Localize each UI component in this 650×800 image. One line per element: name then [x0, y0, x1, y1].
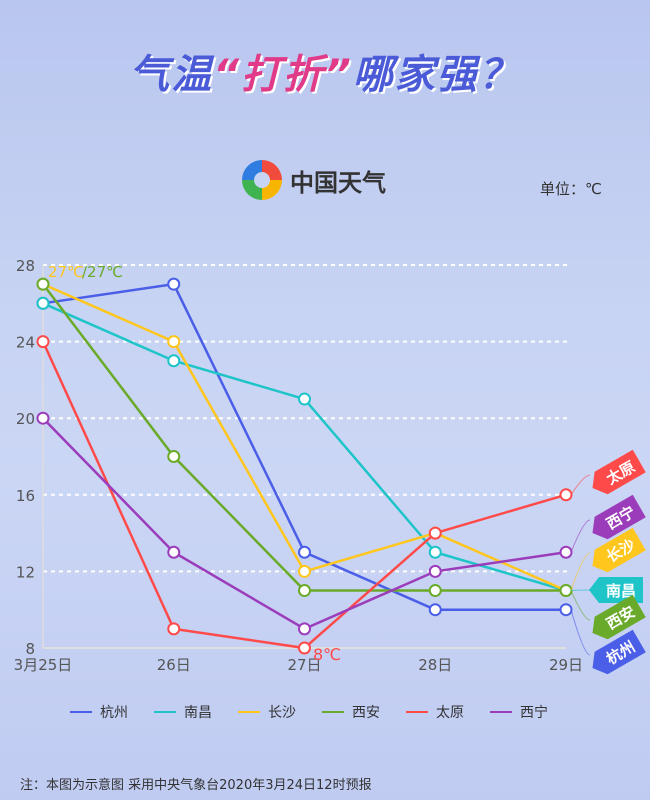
legend-label: 杭州: [100, 705, 128, 721]
legend-swatch: [490, 711, 512, 713]
data-point: [428, 603, 442, 617]
series-line-长沙: [42, 283, 567, 592]
legend-label: 长沙: [268, 705, 296, 721]
legend-item: 太原: [406, 702, 464, 722]
x-tick-label: 27日: [287, 656, 321, 674]
tag-connector: [570, 552, 591, 591]
tag-connector: [570, 474, 591, 496]
data-point: [298, 564, 311, 578]
data-point: [559, 545, 573, 559]
data-point: [428, 564, 442, 578]
data-point: [559, 603, 573, 617]
data-point: [167, 545, 181, 559]
legend-item: 西安: [322, 702, 380, 722]
tag-connector: [570, 519, 591, 553]
y-tick-label: 24: [16, 334, 35, 352]
data-point: [167, 622, 181, 636]
data-point: [428, 545, 442, 559]
tag-connector: [570, 589, 591, 592]
data-point: [167, 277, 181, 291]
tag-connector: [570, 590, 591, 621]
series-line-杭州: [42, 282, 566, 611]
tag-connector: [570, 609, 591, 656]
legend-swatch: [154, 711, 176, 713]
legend-label: 太原: [436, 705, 464, 721]
legend-label: 西宁: [520, 705, 548, 721]
logo-text: 中国天气: [290, 168, 386, 197]
data-point: [36, 335, 50, 349]
end-tag-南昌: 南昌: [589, 577, 643, 603]
annotation-label: 27℃: [48, 263, 84, 281]
y-tick-label: 28: [16, 257, 35, 275]
page-title: 气温“打折”哪家强？: [0, 42, 650, 100]
legend-label: 南昌: [184, 705, 212, 721]
x-tick-label: 3月25日: [14, 656, 73, 674]
legend-swatch: [238, 711, 260, 713]
title-part3: 哪家强？: [352, 52, 521, 98]
legend-swatch: [406, 711, 428, 713]
y-tick-label: 20: [16, 410, 35, 428]
end-tag-太原: 太原: [592, 449, 646, 495]
series-line-西宁: [42, 417, 567, 631]
data-point: [298, 545, 311, 559]
data-point: [36, 277, 50, 291]
footer-note: 注：本图为示意图 采用中央气象台2020年3月24日12时预报: [20, 778, 372, 793]
end-tag-长沙: 长沙: [592, 527, 646, 573]
data-point: [428, 526, 442, 540]
y-tick-label: 12: [16, 563, 35, 581]
data-point: [167, 450, 181, 463]
data-point: [428, 584, 442, 598]
annotation-label: /27℃: [82, 263, 123, 281]
data-point: [298, 641, 311, 655]
legend-item: 长沙: [238, 702, 296, 722]
data-point: [559, 584, 573, 598]
legend-item: 杭州: [70, 702, 128, 722]
data-point: [167, 335, 181, 349]
data-point: [167, 354, 181, 368]
legend-swatch: [70, 711, 92, 713]
x-tick-label: 28日: [418, 656, 452, 674]
y-tick-label: 8: [25, 640, 35, 658]
x-tick-label: 29日: [549, 656, 583, 674]
legend: 杭州 南昌 长沙 西安 太原 西宁: [70, 702, 548, 722]
data-point: [559, 488, 573, 502]
title-part1: 气温: [129, 52, 214, 98]
tag-shape: [589, 577, 643, 603]
title-highlight: “打折”: [213, 52, 353, 98]
legend-item: 南昌: [154, 702, 212, 722]
y-tick-label: 16: [16, 487, 35, 505]
tag-shape: [592, 449, 646, 495]
data-point: [298, 584, 311, 598]
legend-label: 西安: [352, 705, 380, 721]
x-tick-label: 26日: [157, 656, 191, 674]
tag-shape: [592, 494, 646, 540]
data-point: [298, 622, 311, 636]
tag-shape: [592, 629, 646, 675]
data-point: [36, 296, 50, 310]
logo-icon: [242, 160, 282, 200]
annotation-label: 8℃: [313, 645, 341, 664]
tag-shape: [592, 527, 646, 573]
tag-shape: [592, 594, 646, 640]
unit-label: 单位：℃: [540, 180, 602, 198]
legend-swatch: [322, 711, 344, 713]
data-point: [36, 411, 50, 425]
end-tag-杭州: 杭州: [592, 629, 646, 675]
series-line-西安: [42, 283, 566, 592]
logo: 中国天气: [242, 160, 386, 200]
legend-item: 西宁: [490, 702, 548, 722]
data-point: [298, 392, 311, 406]
tag-label: 南昌: [606, 582, 636, 600]
